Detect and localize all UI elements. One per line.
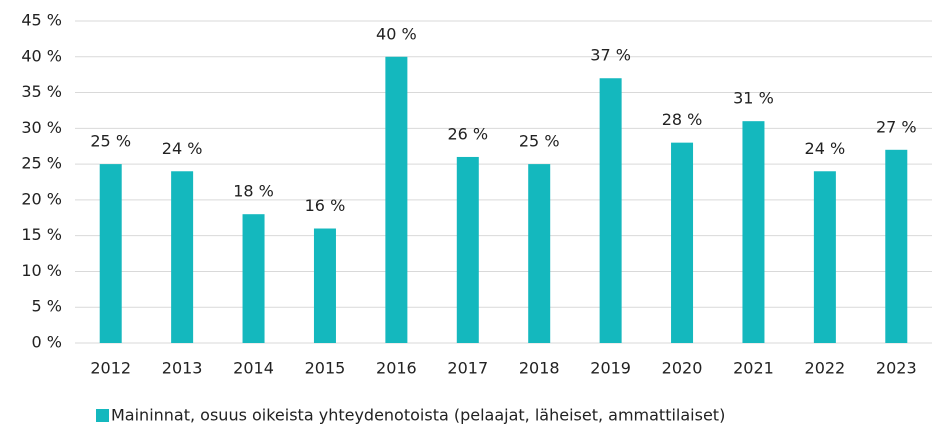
data-label: 25 %: [90, 132, 131, 151]
bar: [885, 149, 908, 343]
bar: [99, 164, 122, 343]
bar: [813, 171, 836, 343]
data-label: 37 %: [590, 46, 631, 65]
x-tick-label: 2016: [376, 359, 417, 378]
x-tick-label: 2022: [805, 359, 846, 378]
x-tick-label: 2017: [447, 359, 488, 378]
y-tick-label: 40 %: [21, 46, 62, 65]
y-tick-label: 35 %: [21, 82, 62, 101]
bar: [671, 142, 694, 343]
y-tick-label: 10 %: [21, 261, 62, 280]
y-tick-label: 45 %: [21, 11, 62, 30]
bar: [171, 171, 194, 343]
bar: [313, 228, 336, 343]
x-tick-label: 2014: [233, 359, 274, 378]
data-label: 18 %: [233, 182, 274, 201]
x-tick-label: 2012: [90, 359, 131, 378]
y-tick-label: 0 %: [32, 333, 62, 352]
legend-swatch: [96, 409, 109, 422]
data-label: 25 %: [519, 132, 560, 151]
bar: [456, 156, 479, 343]
data-label: 26 %: [447, 124, 488, 143]
data-label: 24 %: [162, 139, 203, 158]
data-label: 28 %: [662, 110, 703, 129]
x-tick-label: 2019: [590, 359, 631, 378]
bar: [242, 214, 265, 343]
y-tick-label: 30 %: [21, 118, 62, 137]
data-label: 27 %: [876, 117, 917, 136]
y-tick-label: 5 %: [32, 297, 62, 316]
bar: [528, 164, 551, 343]
bar: [599, 78, 622, 343]
data-label: 16 %: [305, 196, 346, 215]
x-tick-label: 2015: [305, 359, 346, 378]
data-label: 24 %: [805, 139, 846, 158]
x-tick-label: 2021: [733, 359, 774, 378]
bar: [385, 56, 408, 344]
x-tick-label: 2023: [876, 359, 917, 378]
y-tick-label: 20 %: [21, 189, 62, 208]
y-tick-label: 15 %: [21, 225, 62, 244]
y-tick-label: 25 %: [21, 154, 62, 173]
x-tick-label: 2020: [662, 359, 703, 378]
legend-label: Maininnat, osuus oikeista yhteydenotoist…: [111, 406, 725, 425]
bar: [742, 121, 765, 343]
x-tick-label: 2013: [162, 359, 203, 378]
x-tick-label: 2018: [519, 359, 560, 378]
data-label: 40 %: [376, 24, 417, 43]
data-label: 31 %: [733, 89, 774, 108]
